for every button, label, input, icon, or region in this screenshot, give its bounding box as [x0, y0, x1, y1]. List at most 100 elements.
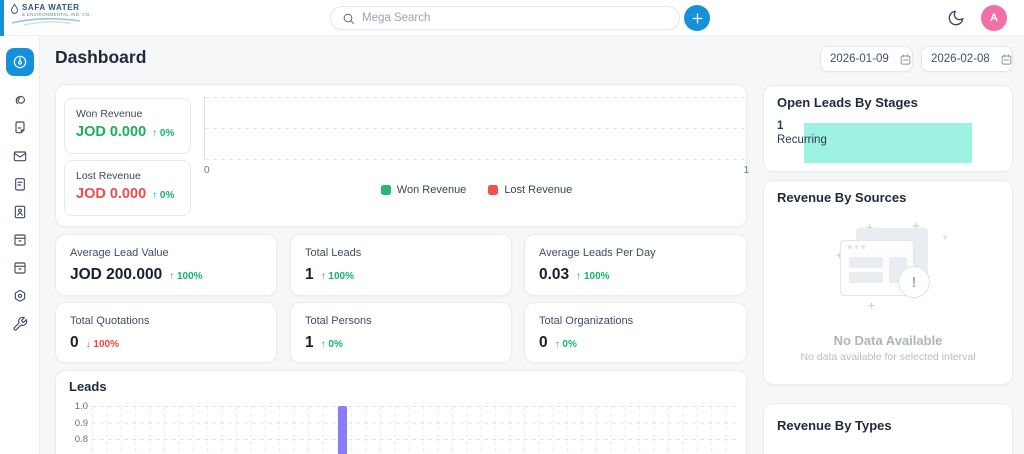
- sidebar-item-warehouses[interactable]: [12, 260, 28, 276]
- sparkle-icon: [868, 302, 875, 309]
- stat-card-average-lead-value: Average Lead Value JOD 200.000 ↑ 100%: [55, 234, 277, 296]
- stat-value: 0.03: [539, 266, 570, 283]
- avatar-initial: A: [990, 12, 998, 24]
- trend-arrow-icon: ↑: [169, 271, 175, 282]
- no-data-illustration: !: [834, 222, 949, 318]
- sparkle-icon: [942, 234, 948, 240]
- sidebar-item-settings[interactable]: [12, 288, 28, 304]
- warehouses-icon: [13, 262, 26, 274]
- products-icon: [13, 234, 26, 246]
- legend-label-won: Won Revenue: [396, 184, 467, 196]
- leads-chart-card: Leads 1.0 0.9 0.8: [55, 370, 747, 454]
- plus-icon: [692, 13, 702, 23]
- revenue-by-types-title: Revenue By Types: [777, 418, 892, 433]
- won-revenue-card: Won Revenue JOD 0.000 ↑ 0%: [64, 98, 191, 154]
- stat-label: Total Persons: [305, 315, 372, 327]
- revenue-by-types-card: Revenue By Types: [763, 403, 1013, 454]
- lost-revenue-label: Lost Revenue: [76, 170, 141, 182]
- stat-value: 0: [539, 334, 548, 351]
- sidebar-item-mail[interactable]: [12, 148, 28, 164]
- quick-create-button[interactable]: [684, 5, 710, 31]
- revenue-chart-legend: Won Revenue Lost Revenue: [204, 184, 749, 196]
- settings-icon: [14, 289, 25, 302]
- x-tick-max: 1: [743, 165, 749, 176]
- legend-lost-revenue[interactable]: Lost Revenue: [488, 184, 572, 196]
- lost-revenue-delta: ↑ 0%: [152, 190, 175, 201]
- stage-count: 1: [777, 120, 784, 132]
- revenue-by-sources-title: Revenue By Sources: [777, 190, 907, 205]
- sidebar-item-configuration[interactable]: [12, 316, 28, 332]
- page-title: Dashboard: [55, 47, 147, 67]
- leads-chart-grid: [92, 406, 738, 454]
- activities-icon: [14, 178, 25, 191]
- quotes-icon: [14, 121, 25, 134]
- sidebar: [0, 36, 40, 454]
- lost-revenue-value: JOD 0.000: [76, 186, 147, 202]
- revenue-chart-x-axis: 0 1: [204, 165, 749, 176]
- logo-title: SAFA WATER: [22, 3, 80, 12]
- configuration-wrench-icon: [12, 316, 27, 331]
- logo-subtitle: & ENVIRONMENTAL IND. CO.: [22, 12, 92, 17]
- date-from-field[interactable]: [820, 46, 913, 72]
- won-revenue-value: JOD 0.000: [76, 124, 147, 140]
- sidebar-item-leads[interactable]: [12, 92, 28, 108]
- leads-bar: [338, 406, 347, 454]
- alert-circle-icon: !: [898, 266, 930, 298]
- legend-swatch-lost: [488, 185, 499, 195]
- sidebar-item-contacts[interactable]: [12, 204, 28, 220]
- stat-delta: ↓ 100%: [85, 339, 119, 350]
- open-leads-by-stages-card: Open Leads By Stages 1 Recurring: [763, 85, 1013, 172]
- stat-label: Average Leads Per Day: [539, 247, 656, 259]
- revenue-by-sources-card: Revenue By Sources ! No Data Available N…: [763, 180, 1013, 385]
- trend-arrow-icon: ↓: [85, 339, 91, 350]
- trend-arrow-icon: ↑: [554, 339, 560, 350]
- date-from-input[interactable]: [830, 53, 892, 65]
- water-drop-icon: [11, 3, 18, 14]
- mail-icon: [13, 151, 26, 162]
- leads-y-tick: 0.8: [74, 434, 88, 445]
- leads-chart-title: Leads: [69, 379, 107, 394]
- search-input[interactable]: [362, 12, 668, 24]
- sidebar-item-products[interactable]: [12, 232, 28, 248]
- company-logo: SAFA WATER & ENVIRONMENTAL IND. CO.: [10, 3, 130, 26]
- open-leads-title: Open Leads By Stages: [777, 95, 918, 110]
- stat-delta: ↑ 0%: [554, 339, 577, 350]
- stat-card-total-organizations: Total Organizations 0 ↑ 0%: [524, 302, 747, 363]
- legend-swatch-won: [380, 185, 391, 195]
- leads-y-tick: 1.0: [74, 401, 88, 412]
- mega-search[interactable]: [330, 6, 680, 30]
- stat-card-total-leads: Total Leads 1 ↑ 100%: [290, 234, 512, 296]
- dark-mode-toggle[interactable]: [947, 9, 965, 27]
- trend-arrow-icon: ↑: [320, 339, 326, 350]
- left-edge-accent: [0, 0, 4, 36]
- stat-card-total-persons: Total Persons 1 ↑ 0%: [290, 302, 512, 363]
- leads-icon: [15, 95, 25, 105]
- user-avatar[interactable]: A: [981, 5, 1007, 31]
- sidebar-item-dashboard[interactable]: [5, 48, 34, 76]
- legend-won-revenue[interactable]: Won Revenue: [380, 184, 467, 196]
- stat-card-average-leads-per-day: Average Leads Per Day 0.03 ↑ 100%: [524, 234, 747, 296]
- stat-label: Total Organizations: [539, 315, 634, 327]
- won-revenue-label: Won Revenue: [76, 108, 143, 120]
- window-dots: [848, 245, 865, 249]
- stat-value: 0: [70, 334, 79, 351]
- stat-value: 1: [305, 266, 314, 283]
- contacts-icon: [14, 205, 25, 219]
- revenue-line-chart: [204, 97, 749, 160]
- date-to-input[interactable]: [931, 53, 993, 65]
- leads-y-tick: 0.9: [74, 417, 88, 429]
- stage-label: Recurring: [777, 134, 827, 146]
- sidebar-item-activities[interactable]: [12, 176, 28, 192]
- stat-label: Total Quotations: [70, 315, 150, 327]
- logo-swoosh: [11, 17, 81, 26]
- lost-revenue-card: Lost Revenue JOD 0.000 ↑ 0%: [64, 160, 191, 216]
- trend-up-arrow-icon: ↑: [152, 128, 158, 139]
- date-to-field[interactable]: [921, 46, 1013, 72]
- search-icon: [343, 13, 354, 24]
- trend-up-arrow-icon: ↑: [152, 190, 158, 201]
- stat-delta: ↑ 100%: [576, 271, 610, 282]
- sidebar-item-quotes[interactable]: [12, 120, 28, 136]
- stat-value: JOD 200.000: [70, 266, 163, 283]
- calendar-icon: [900, 53, 911, 65]
